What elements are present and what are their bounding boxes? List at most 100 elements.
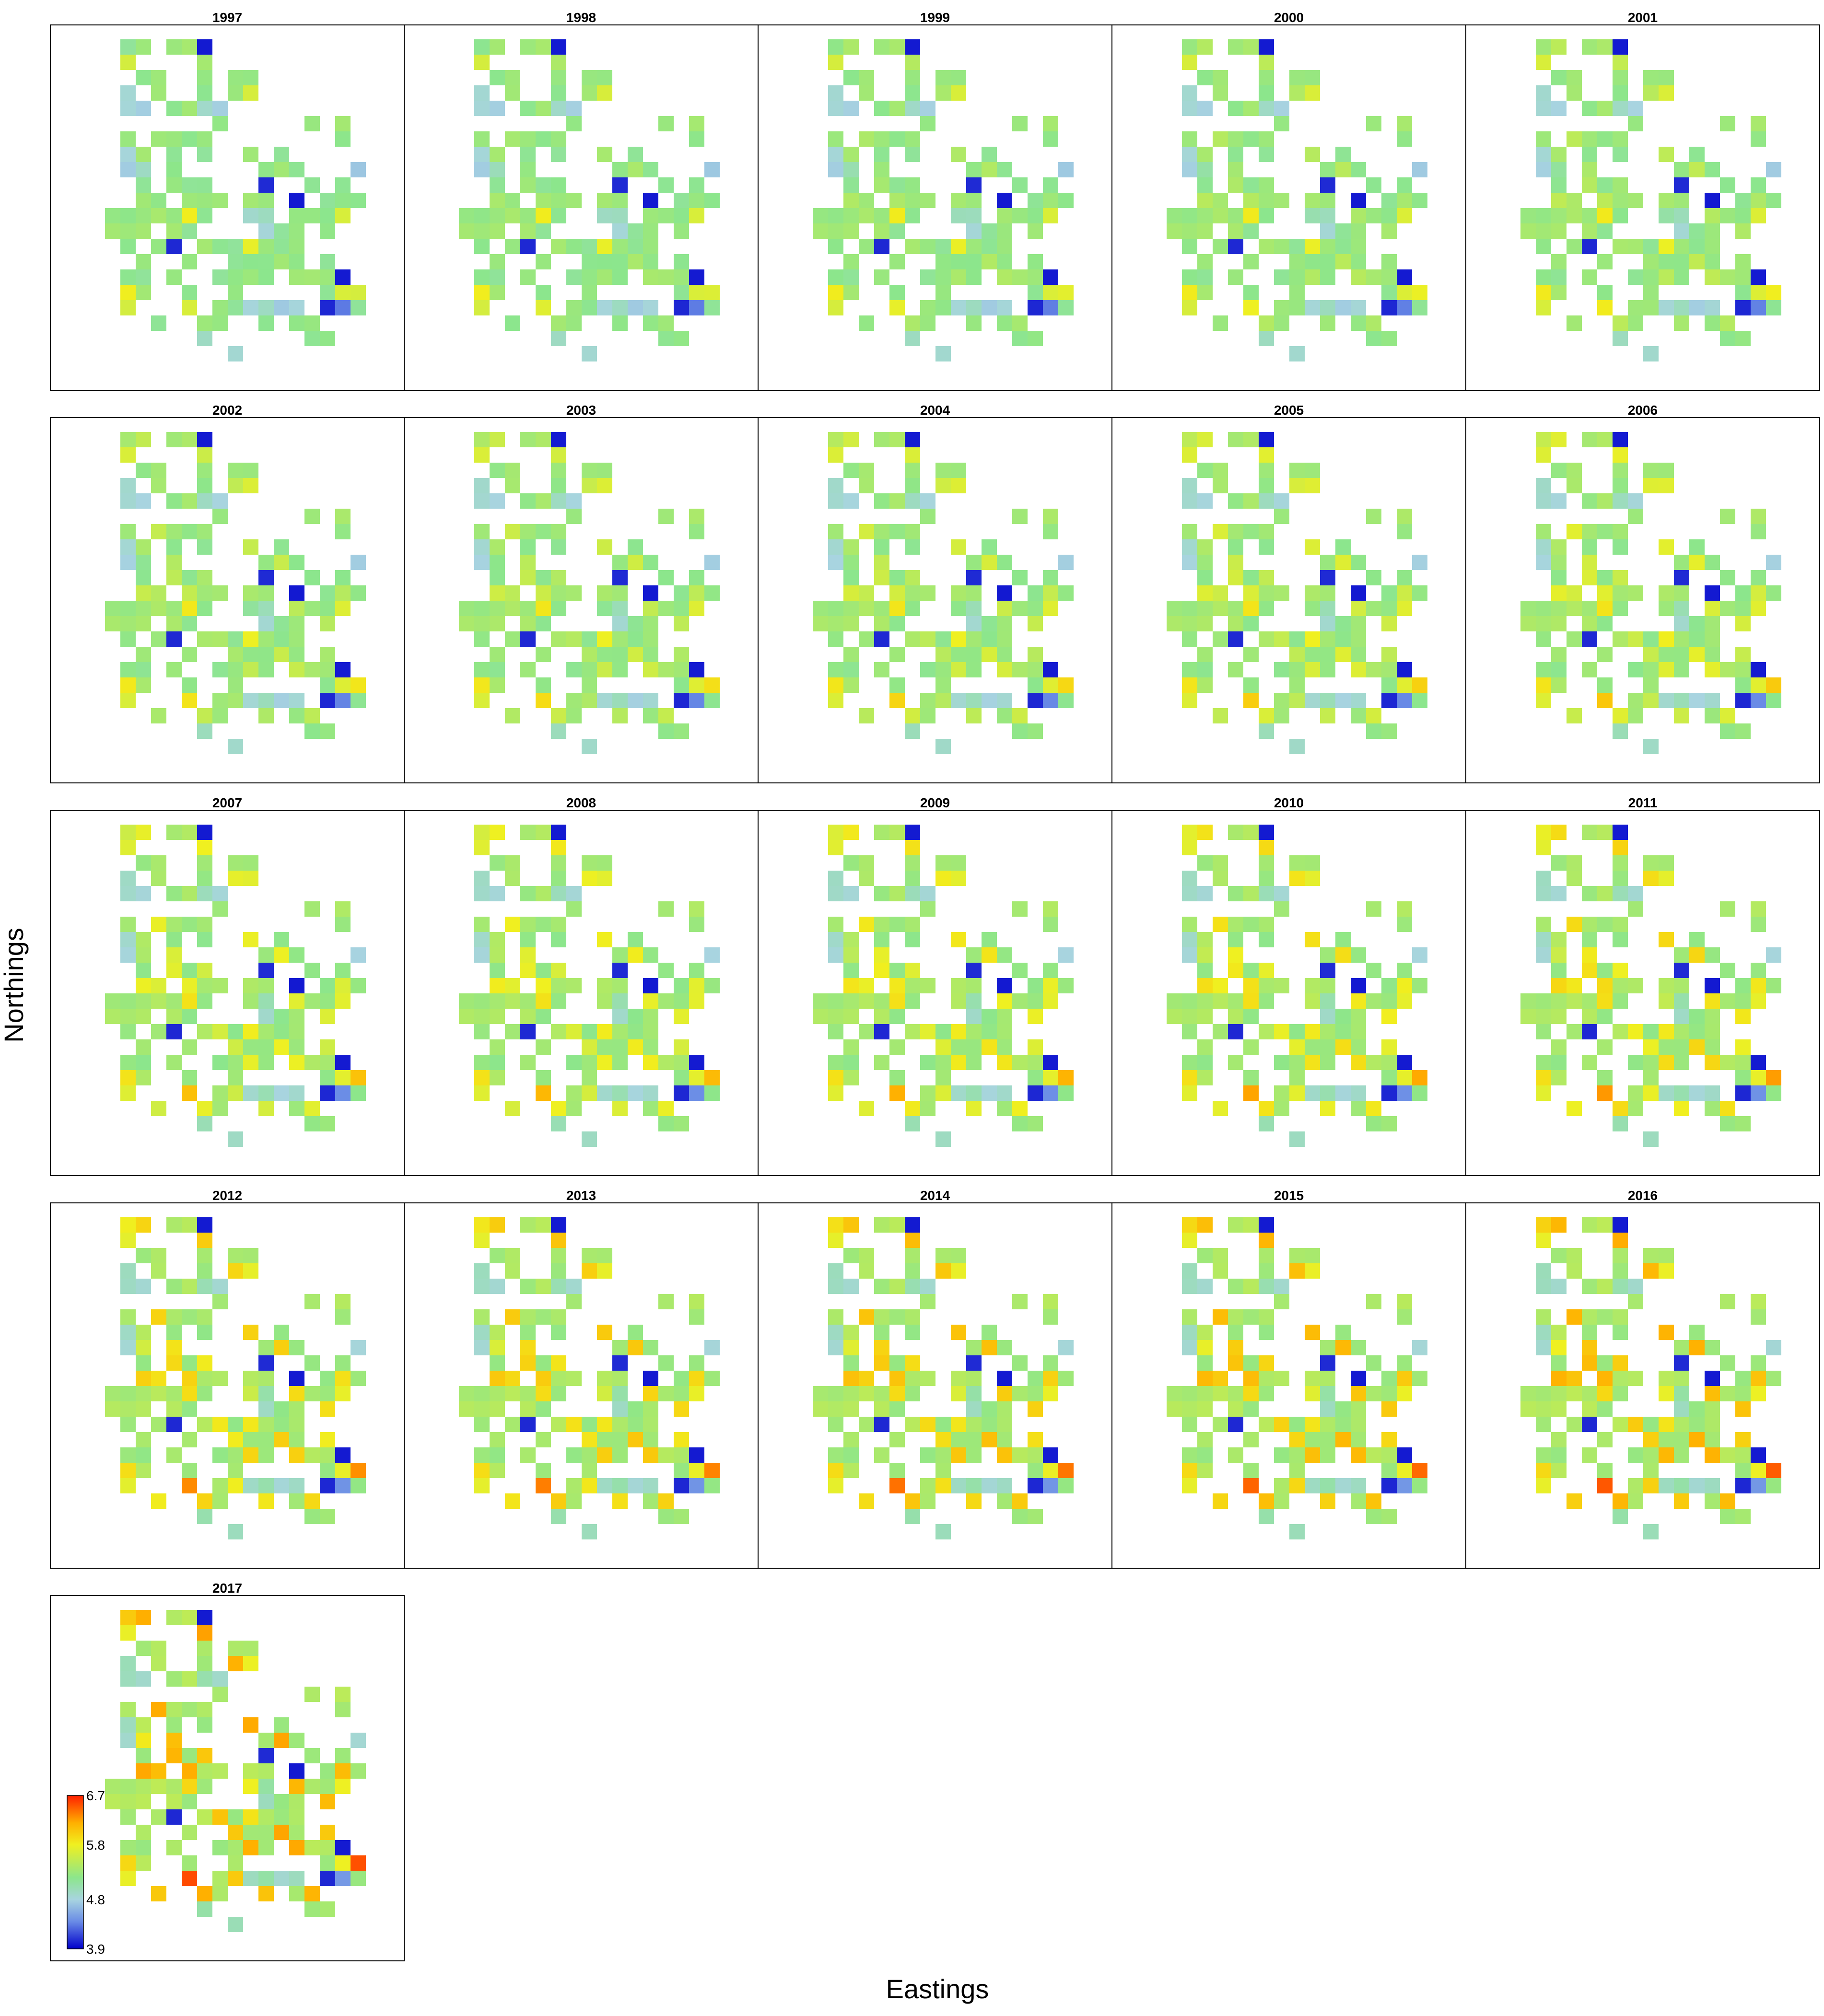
heat-cell bbox=[258, 585, 274, 601]
heat-cell bbox=[1705, 978, 1720, 993]
heat-cell bbox=[1351, 1101, 1366, 1116]
heat-cell bbox=[351, 1478, 366, 1493]
heat-cell bbox=[643, 1493, 658, 1509]
heat-cell bbox=[1674, 963, 1689, 978]
heat-cell bbox=[1720, 708, 1735, 723]
heat-cell bbox=[1197, 1070, 1213, 1085]
heat-cell bbox=[136, 1840, 151, 1855]
heat-cell bbox=[935, 70, 951, 85]
heat-cell bbox=[1058, 193, 1074, 208]
heat-cell bbox=[674, 1463, 689, 1478]
heat-cell bbox=[1674, 1401, 1689, 1417]
heat-cell bbox=[490, 947, 505, 963]
heat-cell bbox=[166, 147, 182, 162]
heat-cell bbox=[1028, 1401, 1043, 1417]
heat-cell bbox=[304, 315, 320, 331]
heat-cell bbox=[628, 1432, 643, 1447]
heat-cell bbox=[1259, 1417, 1274, 1432]
heat-cell bbox=[197, 1101, 212, 1116]
heat-cell bbox=[1766, 947, 1781, 963]
heat-cell bbox=[1582, 39, 1597, 55]
heat-cell bbox=[597, 478, 612, 493]
heat-cell bbox=[1397, 901, 1412, 917]
heat-cell bbox=[197, 432, 212, 447]
heat-cell bbox=[859, 1371, 874, 1386]
heat-cell bbox=[1335, 1325, 1351, 1340]
heat-cell bbox=[1289, 1070, 1305, 1085]
heat-cell bbox=[551, 85, 566, 101]
heat-cell bbox=[1028, 254, 1043, 269]
heat-cell bbox=[351, 285, 366, 300]
heat-cell bbox=[889, 300, 905, 315]
heat-cell bbox=[1659, 539, 1674, 555]
heat-cell bbox=[490, 677, 505, 693]
heat-cell bbox=[612, 177, 628, 193]
heat-cell bbox=[1735, 254, 1751, 269]
heat-cell bbox=[1197, 1371, 1213, 1386]
heat-cell bbox=[243, 693, 258, 708]
heat-cell bbox=[1197, 1009, 1213, 1024]
heat-cell bbox=[813, 223, 828, 239]
heat-cell bbox=[289, 239, 304, 254]
heat-cell bbox=[966, 1055, 982, 1070]
heat-cell bbox=[1305, 539, 1320, 555]
heat-cell bbox=[228, 677, 243, 693]
heat-cell bbox=[828, 162, 843, 177]
heat-cell bbox=[459, 993, 474, 1009]
heat-cell bbox=[1397, 1478, 1412, 1493]
heat-cell bbox=[1720, 116, 1735, 131]
heat-cell bbox=[582, 1447, 597, 1463]
heat-cell bbox=[1674, 1432, 1689, 1447]
heat-cell bbox=[212, 1478, 228, 1493]
heat-cell bbox=[1674, 1371, 1689, 1386]
heat-cell bbox=[228, 1085, 243, 1101]
heat-cell bbox=[1335, 1009, 1351, 1024]
heat-cell bbox=[551, 601, 566, 616]
heat-cell bbox=[1058, 162, 1074, 177]
heat-cell bbox=[520, 1417, 536, 1432]
heat-cell bbox=[704, 1478, 720, 1493]
heat-cell bbox=[1412, 978, 1427, 993]
heat-cell bbox=[1320, 239, 1335, 254]
heat-cell bbox=[843, 677, 859, 693]
heat-cell bbox=[166, 131, 182, 147]
heat-cell bbox=[874, 616, 889, 631]
heat-cell bbox=[1320, 978, 1335, 993]
heat-cell bbox=[335, 131, 351, 147]
heat-cell bbox=[1320, 1085, 1335, 1101]
heat-cell bbox=[1012, 315, 1028, 331]
heat-cell bbox=[966, 631, 982, 647]
heat-cell bbox=[1689, 1478, 1705, 1493]
heat-cell bbox=[597, 585, 612, 601]
heat-cell bbox=[1213, 917, 1228, 932]
heat-cell bbox=[674, 1478, 689, 1493]
heat-cell bbox=[1766, 1085, 1781, 1101]
heat-cell bbox=[843, 463, 859, 478]
heat-cell bbox=[1689, 147, 1705, 162]
heat-cell bbox=[166, 917, 182, 932]
heat-cell bbox=[258, 601, 274, 616]
heat-cell bbox=[1536, 662, 1551, 677]
heat-cell bbox=[1259, 1263, 1274, 1279]
heat-cell bbox=[274, 1024, 289, 1039]
heat-cell bbox=[228, 1070, 243, 1085]
heat-cell bbox=[1643, 1085, 1659, 1101]
heat-cell bbox=[1613, 932, 1628, 947]
heat-cell bbox=[1320, 616, 1335, 631]
heat-cell bbox=[612, 963, 628, 978]
heat-cell bbox=[1705, 616, 1720, 631]
heat-cell bbox=[920, 101, 935, 116]
heat-cell bbox=[597, 1432, 612, 1447]
heat-cell bbox=[1335, 1478, 1351, 1493]
heat-cell bbox=[1628, 1478, 1643, 1493]
heat-cell bbox=[1259, 101, 1274, 116]
heat-cell bbox=[582, 346, 597, 361]
heat-cell bbox=[689, 993, 704, 1009]
heat-cell bbox=[1551, 555, 1567, 570]
heat-cell bbox=[951, 855, 966, 871]
heat-cell bbox=[1397, 662, 1412, 677]
heat-cell bbox=[320, 1070, 335, 1085]
heat-cell bbox=[1274, 1417, 1289, 1432]
heat-cell bbox=[1705, 1432, 1720, 1447]
heat-cell bbox=[628, 616, 643, 631]
